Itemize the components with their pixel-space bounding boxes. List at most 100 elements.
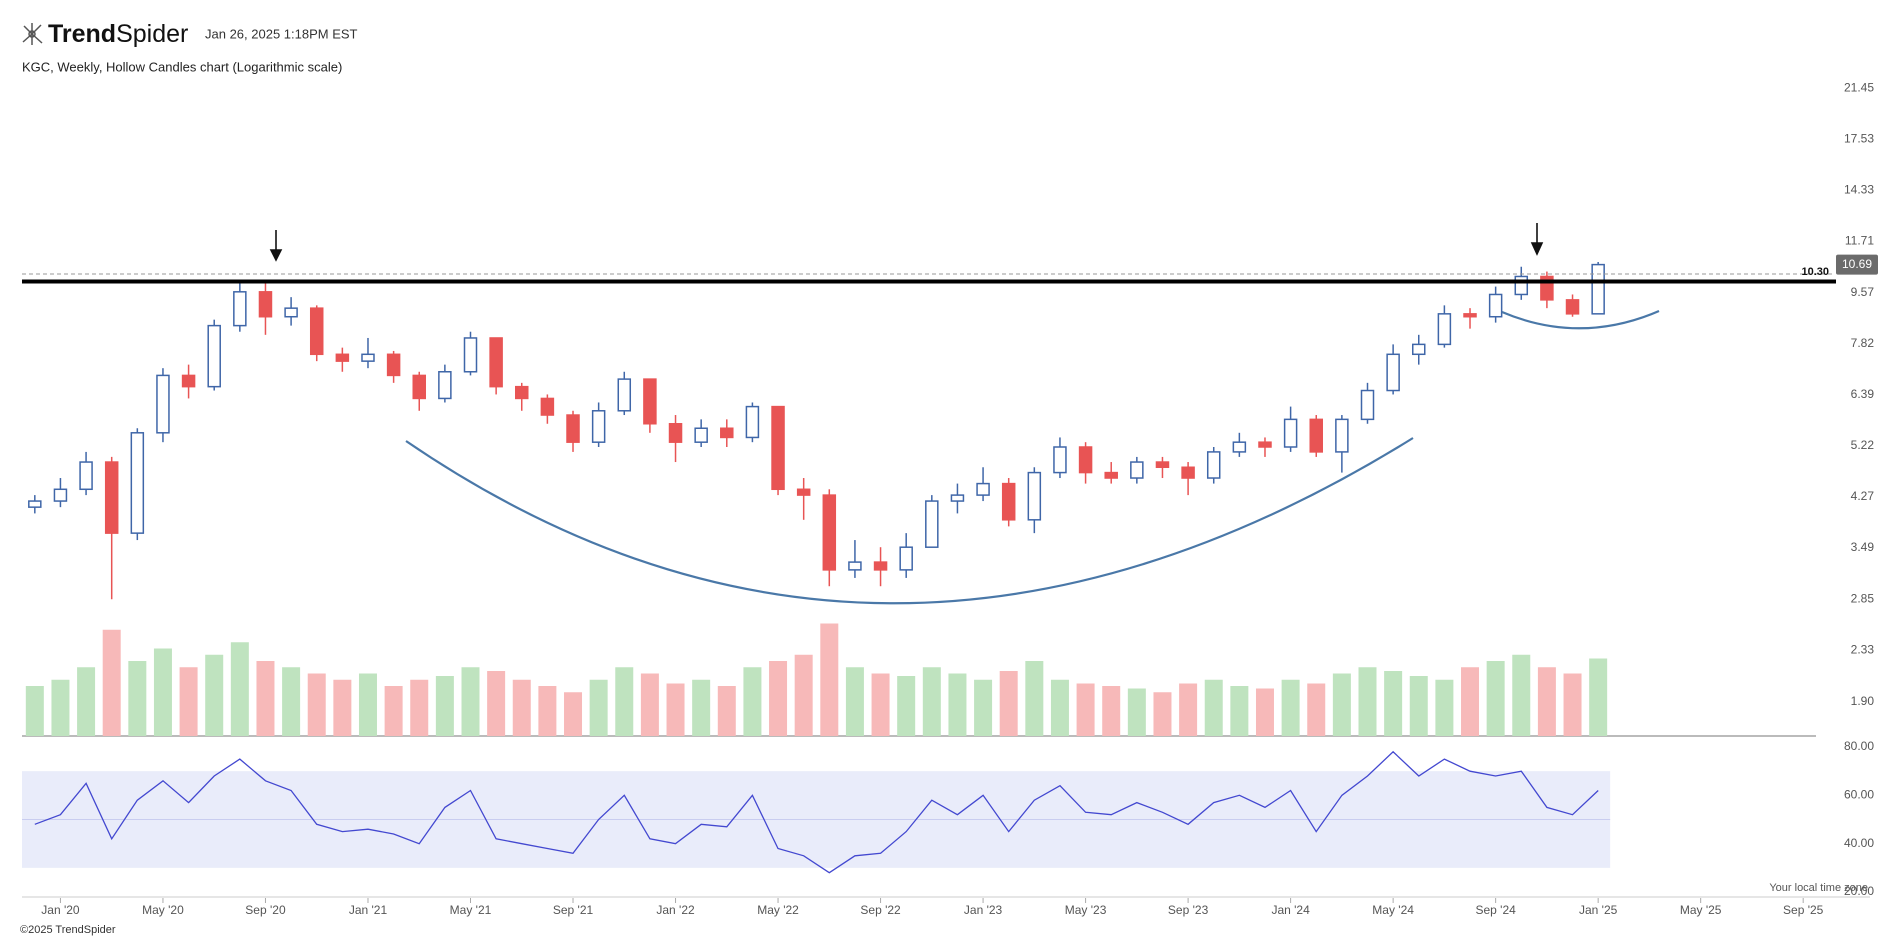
x-tick-label: May '23 <box>1065 903 1107 917</box>
volume-bar <box>948 673 967 736</box>
candle-body <box>591 410 606 443</box>
candle-body <box>1232 441 1247 453</box>
volume-bar <box>205 654 224 736</box>
volume-bar <box>1179 683 1198 736</box>
volume-bar <box>1050 679 1069 736</box>
y-tick-label: 14.33 <box>1844 183 1874 197</box>
candle-body <box>181 374 196 388</box>
volume-bar <box>1230 686 1249 736</box>
volume-bar <box>153 648 172 736</box>
candle-body <box>79 461 93 491</box>
candle-body <box>873 561 888 571</box>
candle-body <box>309 307 324 356</box>
candle-body <box>463 337 478 373</box>
volume-bar <box>1332 673 1351 736</box>
timezone-note: Your local time zone <box>1769 882 1868 894</box>
x-tick-label: Jan '25 <box>1579 903 1618 917</box>
x-tick-label: May '20 <box>142 903 184 917</box>
volume-bar <box>1537 667 1556 736</box>
rsi-tick-label: 40.00 <box>1844 836 1874 850</box>
candle-body <box>925 500 939 548</box>
candle-body <box>540 397 555 416</box>
candle-body <box>335 353 350 362</box>
volume-bar <box>179 667 198 736</box>
candle-body <box>130 432 145 534</box>
volume-bar <box>1281 679 1300 736</box>
candle-body <box>1206 451 1221 479</box>
cup-arc <box>405 437 1414 605</box>
volume-bar <box>743 667 762 736</box>
candle-body <box>771 405 785 491</box>
volume-bar <box>1025 661 1044 736</box>
candle-body <box>104 461 119 534</box>
y-tick-label: 6.39 <box>1851 387 1875 401</box>
volume-bar <box>1589 658 1608 736</box>
candle-body <box>1027 471 1042 521</box>
volume-bar <box>640 673 659 736</box>
candle-body <box>284 307 298 318</box>
x-tick-label: Sep '20 <box>245 903 286 917</box>
candle-body <box>156 374 170 434</box>
y-tick-label: 2.85 <box>1851 591 1875 605</box>
candle-body <box>53 488 68 502</box>
volume-bar <box>1461 667 1480 736</box>
candle-body <box>848 561 862 571</box>
x-tick-label: May '25 <box>1680 903 1722 917</box>
x-tick-label: May '22 <box>757 903 799 917</box>
volume-bar <box>666 683 685 736</box>
candle-body <box>1258 441 1272 448</box>
volume-bar <box>51 679 70 736</box>
volume-bar <box>1204 679 1223 736</box>
marks-layer: 10.30 10.69 <box>22 254 1878 874</box>
candle-body <box>1463 313 1477 318</box>
copyright: ©2025 TrendSpider <box>20 924 116 936</box>
rsi-tick-label: 80.00 <box>1844 739 1874 753</box>
chart-title: KGC, Weekly, Hollow Candles chart (Logar… <box>22 59 342 74</box>
volume-bar <box>615 667 634 736</box>
candle-body <box>1437 313 1452 346</box>
volume-bar <box>564 692 583 736</box>
rsi-line <box>34 750 1599 874</box>
logo-light: Spider <box>116 20 188 48</box>
annotations <box>405 309 1660 605</box>
x-tick-label: Sep '22 <box>860 903 901 917</box>
candle-body <box>438 371 452 400</box>
candle-body <box>822 494 837 571</box>
candle-body <box>515 385 529 400</box>
candle-body <box>361 353 375 362</box>
handle-arc <box>1501 309 1660 330</box>
volume-bar <box>1512 654 1531 736</box>
volume-bar <box>333 679 352 736</box>
candle-body <box>720 427 734 439</box>
y-tick-label: 4.27 <box>1851 489 1875 503</box>
candle-body <box>796 488 811 496</box>
volume-bar <box>1384 671 1403 736</box>
x-tick-label: Jan '22 <box>656 903 695 917</box>
candle-body <box>976 482 990 496</box>
volume-bar <box>25 686 44 736</box>
x-tick-label: May '21 <box>450 903 492 917</box>
y-tick-label: 2.33 <box>1851 642 1875 656</box>
volume-bar <box>769 661 788 736</box>
volume-bar <box>358 673 377 736</box>
volume-bar <box>897 676 916 736</box>
y-tick-label: 21.45 <box>1844 81 1874 95</box>
candle-body <box>1335 418 1349 453</box>
volume-bar <box>256 661 275 736</box>
candle-body <box>1283 418 1298 448</box>
volume-bar <box>538 686 557 736</box>
logo-bold: Trend <box>48 20 116 48</box>
y-tick-label: 1.90 <box>1851 694 1875 708</box>
candle-body <box>1514 275 1529 296</box>
volume-bar <box>435 676 454 736</box>
volume-bar <box>794 654 813 736</box>
volume-bar <box>1486 661 1505 736</box>
y-tick-label: 5.22 <box>1851 438 1875 452</box>
volume-bar <box>230 642 249 736</box>
x-tick-label: Sep '21 <box>553 903 594 917</box>
volume-bar <box>974 679 993 736</box>
x-tick-label: Sep '25 <box>1783 903 1824 917</box>
candle-body <box>1360 389 1375 421</box>
candle-body <box>1078 446 1093 474</box>
volume-bar <box>1435 679 1454 736</box>
